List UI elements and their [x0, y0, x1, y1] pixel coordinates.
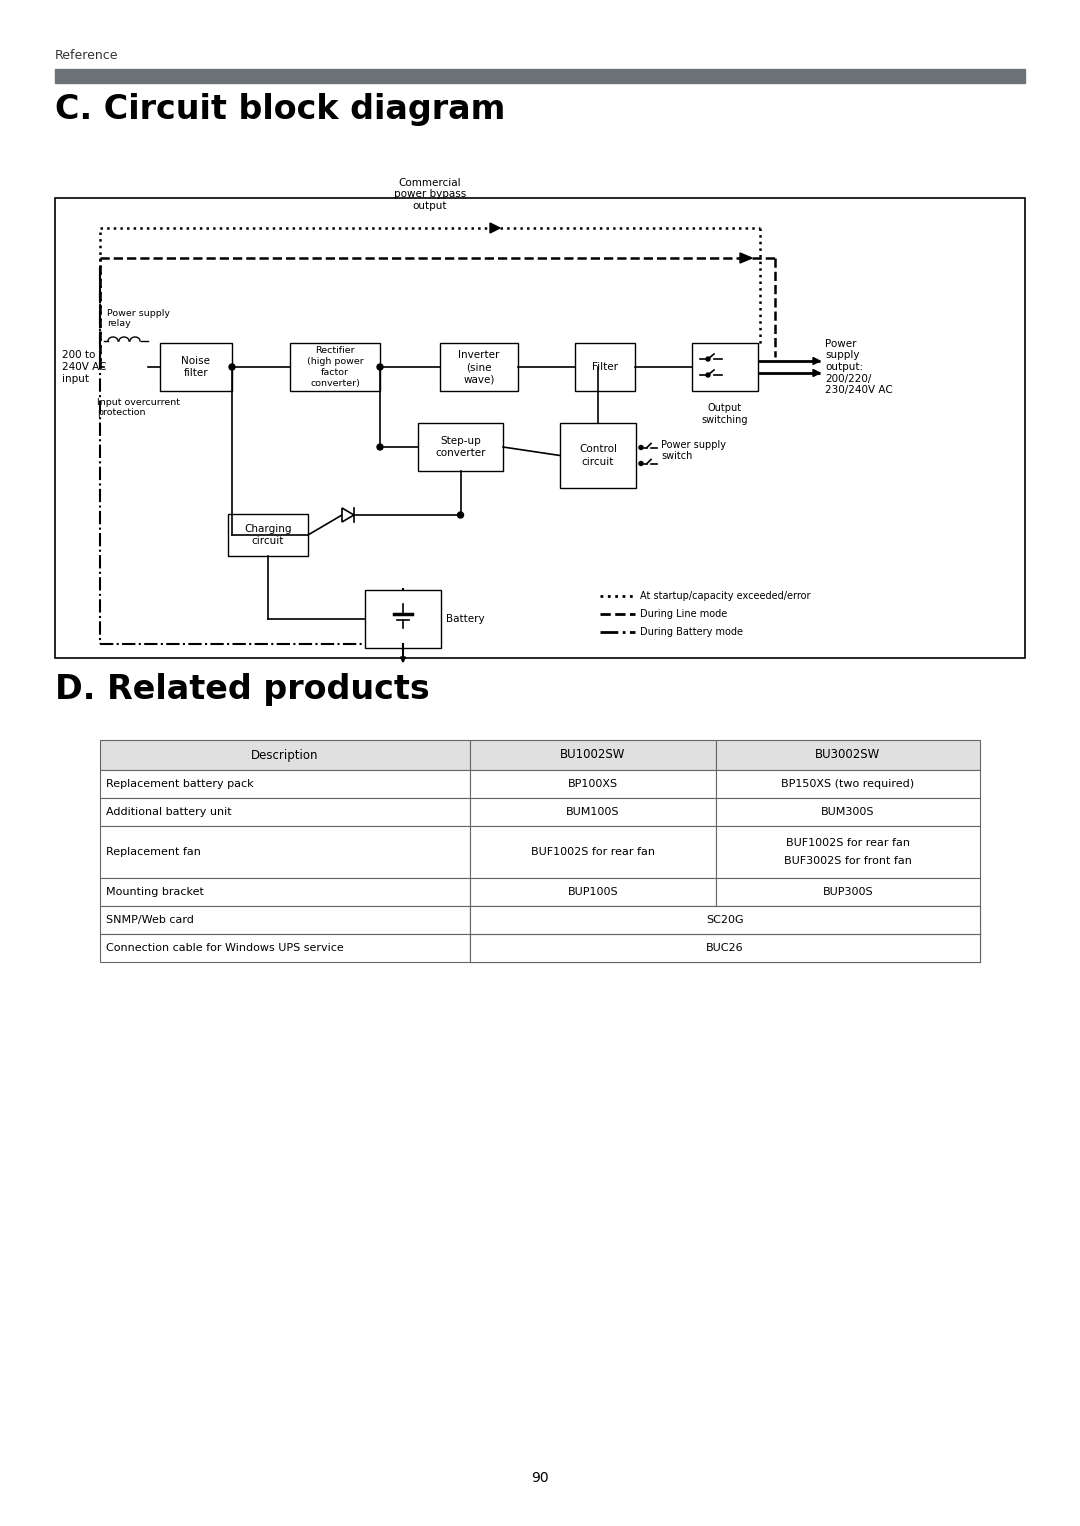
Text: BUF3002S for front fan: BUF3002S for front fan: [784, 856, 912, 865]
Text: Connection cable for Windows UPS service: Connection cable for Windows UPS service: [106, 943, 343, 954]
Bar: [440, 343, 518, 391]
Text: Replacement battery pack: Replacement battery pack: [106, 778, 254, 789]
Text: BU3002SW: BU3002SW: [815, 748, 880, 761]
Text: BUF1002S for rear fan: BUF1002S for rear fan: [786, 838, 910, 848]
Bar: [470, 934, 716, 961]
Bar: [470, 771, 716, 798]
Bar: [575, 343, 635, 391]
Bar: [100, 740, 470, 771]
Text: Additional battery unit: Additional battery unit: [106, 807, 231, 816]
Circle shape: [639, 461, 643, 465]
Circle shape: [377, 365, 383, 369]
Text: Charging
circuit: Charging circuit: [244, 523, 292, 546]
Bar: [716, 826, 980, 877]
Circle shape: [458, 513, 463, 517]
Text: Control
circuit: Control circuit: [579, 444, 617, 467]
Bar: [470, 877, 716, 906]
Bar: [470, 934, 980, 961]
Bar: [100, 826, 470, 877]
Polygon shape: [401, 658, 405, 662]
Text: Description: Description: [251, 748, 319, 761]
Text: Input overcurrent
protection: Input overcurrent protection: [97, 398, 180, 418]
Bar: [470, 798, 716, 826]
Text: During Battery mode: During Battery mode: [640, 627, 743, 636]
Bar: [100, 798, 470, 826]
Bar: [561, 423, 636, 488]
Text: BP100XS: BP100XS: [568, 778, 618, 789]
Bar: [55, 69, 1025, 82]
Bar: [716, 877, 980, 906]
Text: Output
switching: Output switching: [702, 403, 748, 424]
Text: BUM100S: BUM100S: [566, 807, 620, 816]
Bar: [228, 514, 308, 555]
Polygon shape: [490, 223, 500, 233]
Text: Noise
filter: Noise filter: [181, 356, 211, 378]
Text: Step-up
converter: Step-up converter: [435, 436, 486, 458]
Text: C. Circuit block diagram: C. Circuit block diagram: [55, 93, 505, 127]
Bar: [470, 740, 716, 771]
Circle shape: [706, 357, 710, 362]
Text: Reference: Reference: [55, 49, 119, 63]
Text: BUM300S: BUM300S: [821, 807, 875, 816]
Text: Replacement fan: Replacement fan: [106, 847, 201, 858]
Text: Power
supply
output:
200/220/
230/240V AC: Power supply output: 200/220/ 230/240V A…: [825, 339, 893, 395]
Text: D. Related products: D. Related products: [55, 673, 430, 707]
Polygon shape: [813, 357, 820, 365]
Text: SNMP/Web card: SNMP/Web card: [106, 916, 194, 925]
Bar: [160, 343, 232, 391]
Bar: [470, 906, 716, 934]
Text: Mounting bracket: Mounting bracket: [106, 887, 204, 897]
Circle shape: [229, 365, 235, 369]
Text: At startup/capacity exceeded/error: At startup/capacity exceeded/error: [640, 591, 810, 601]
Bar: [470, 826, 716, 877]
Text: Commercial
power bypass
output: Commercial power bypass output: [394, 179, 467, 211]
Text: BUP300S: BUP300S: [823, 887, 874, 897]
Circle shape: [639, 446, 643, 450]
Text: Power supply
switch: Power supply switch: [661, 439, 726, 461]
Text: BU1002SW: BU1002SW: [561, 748, 625, 761]
Bar: [716, 934, 980, 961]
Bar: [716, 798, 980, 826]
Bar: [716, 740, 980, 771]
Bar: [100, 877, 470, 906]
Circle shape: [377, 444, 383, 450]
Bar: [100, 771, 470, 798]
Bar: [716, 771, 980, 798]
Bar: [100, 934, 470, 961]
Bar: [291, 343, 380, 391]
Polygon shape: [342, 508, 354, 522]
Bar: [100, 906, 470, 934]
Bar: [470, 906, 980, 934]
Text: BUF1002S for rear fan: BUF1002S for rear fan: [530, 847, 654, 858]
Text: BUP100S: BUP100S: [567, 887, 618, 897]
Bar: [418, 423, 503, 472]
Text: Inverter
(sine
wave): Inverter (sine wave): [458, 349, 500, 385]
Bar: [692, 343, 758, 391]
Text: During Line mode: During Line mode: [640, 609, 727, 620]
Polygon shape: [813, 369, 820, 377]
Circle shape: [706, 372, 710, 377]
Bar: [716, 906, 980, 934]
Text: SC20G: SC20G: [706, 916, 744, 925]
Bar: [55, 198, 1025, 658]
Bar: [365, 591, 441, 649]
Text: Filter: Filter: [592, 362, 618, 372]
Text: BP150XS (two required): BP150XS (two required): [782, 778, 915, 789]
Text: 200 to
240V AC
input: 200 to 240V AC input: [62, 351, 107, 383]
Text: BUC26: BUC26: [706, 943, 744, 954]
Text: Power supply
relay: Power supply relay: [107, 308, 170, 328]
Text: Rectifier
(high power
factor
converter): Rectifier (high power factor converter): [307, 346, 363, 388]
Text: 90: 90: [531, 1471, 549, 1485]
Text: Battery: Battery: [446, 613, 485, 624]
Polygon shape: [740, 253, 752, 262]
